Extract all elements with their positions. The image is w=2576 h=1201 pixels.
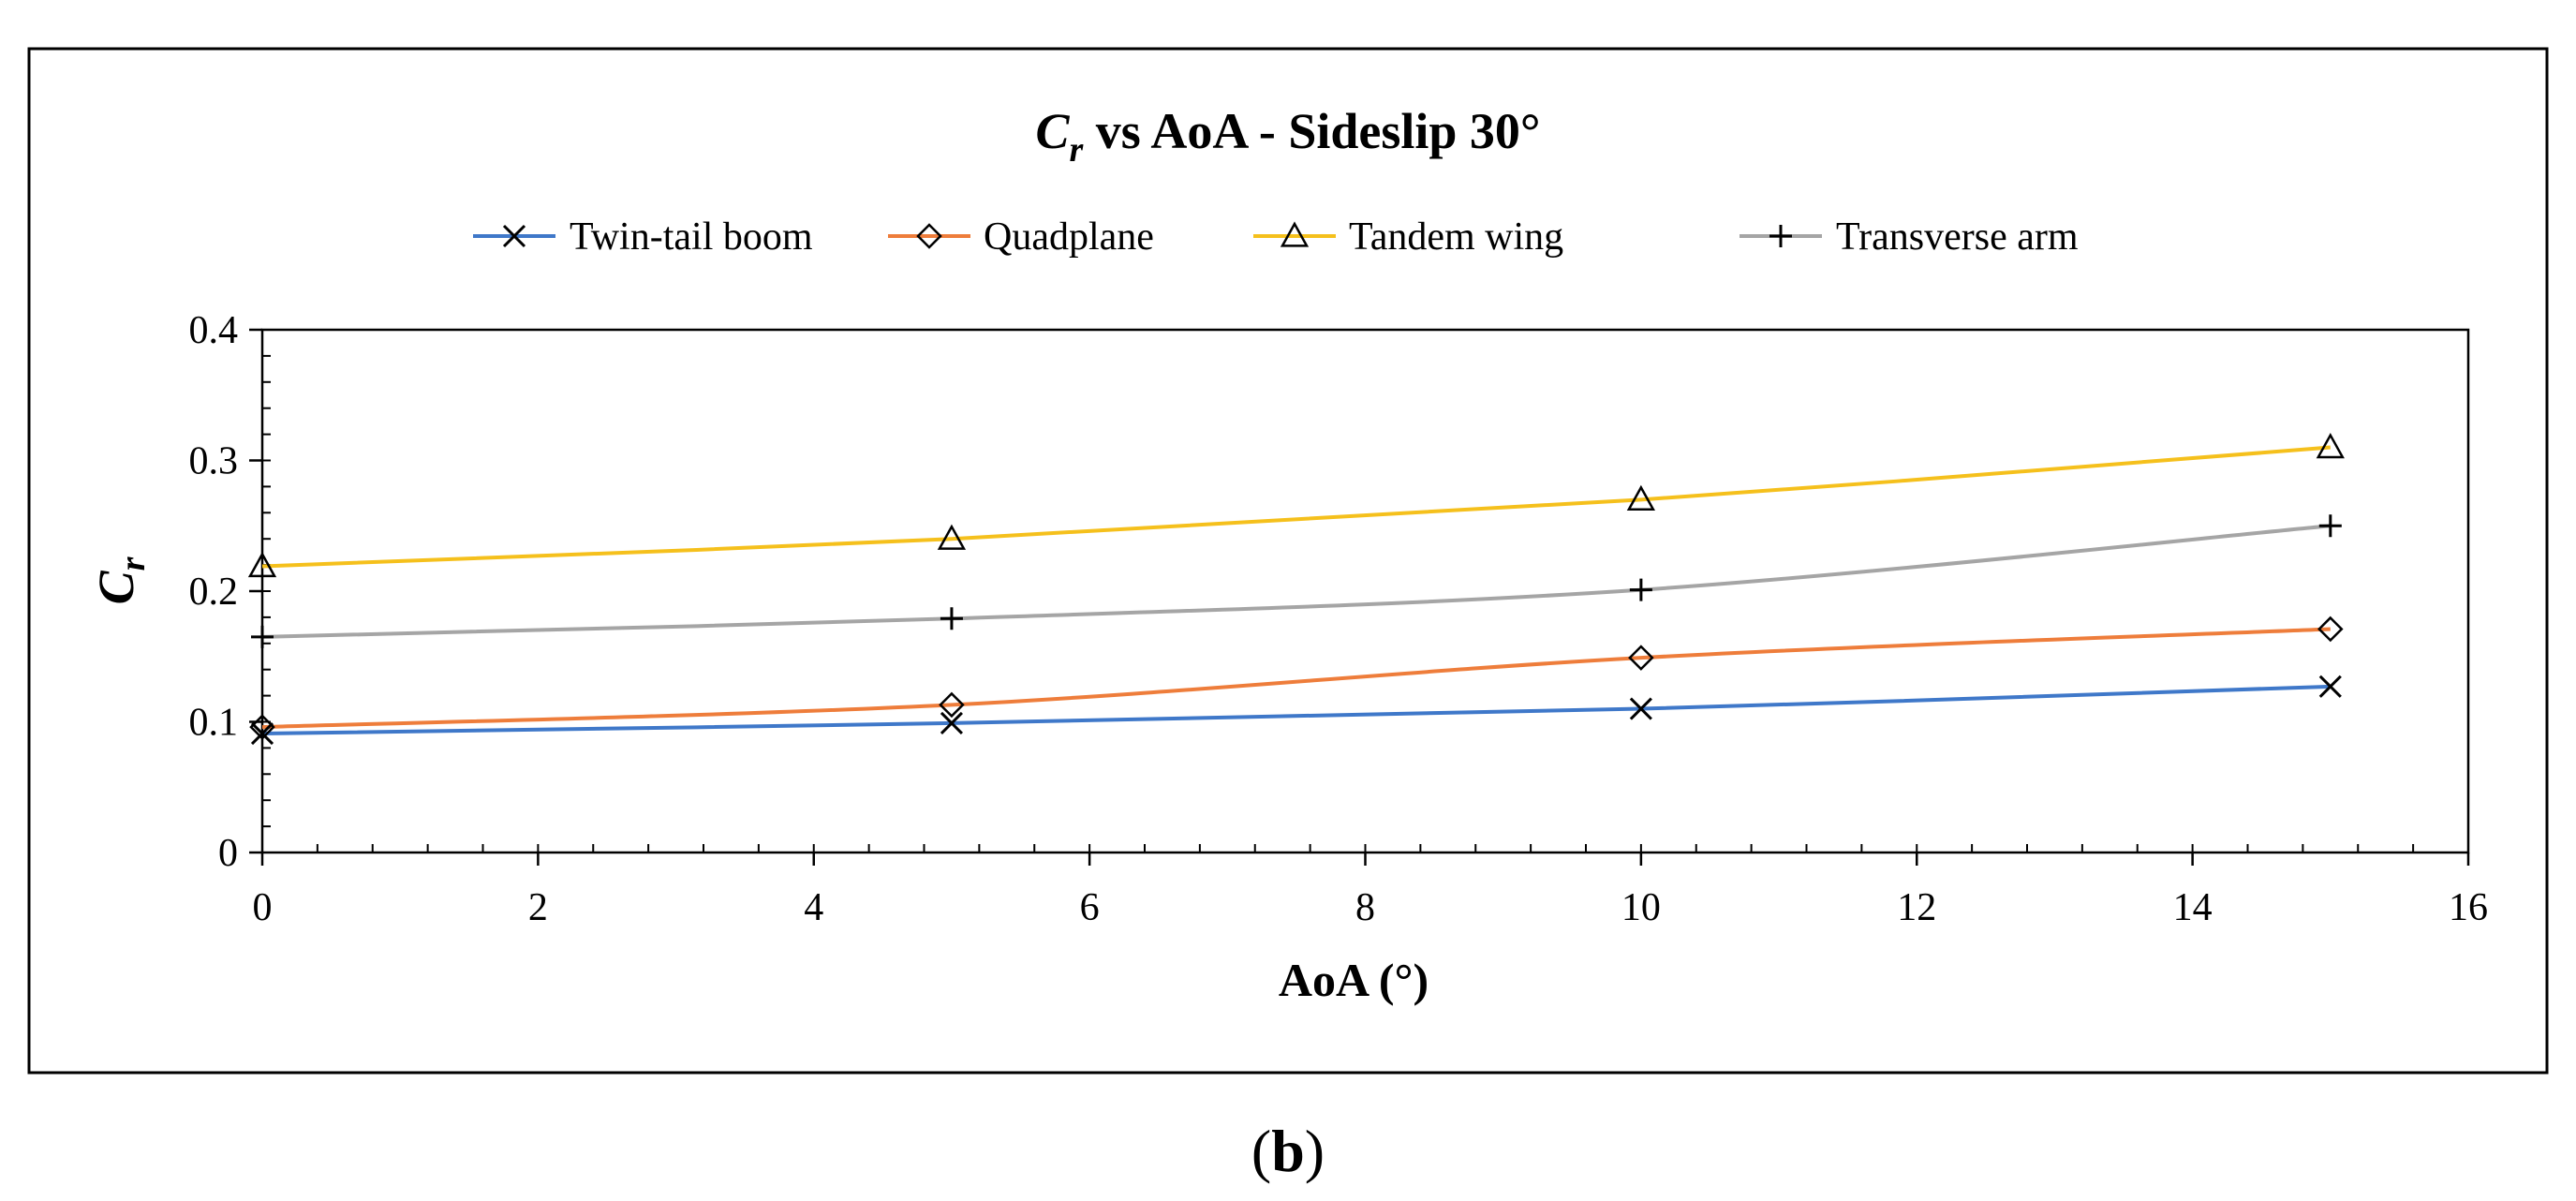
x-tick-label: 8	[1355, 886, 1375, 929]
data-point-transverse-arm	[940, 607, 963, 630]
y-tick-labels: 0 0.1 0.2 0.3 0.4	[189, 309, 239, 875]
y-tick-label: 0	[218, 832, 238, 875]
caption-close: )	[1305, 1118, 1325, 1184]
legend-marker-quadplane	[916, 223, 942, 249]
data-point-tandem-wing	[2316, 432, 2345, 459]
series-line-transverse-arm	[261, 524, 2331, 639]
data-point-quadplane	[1628, 645, 1654, 671]
chart-title: Cr vs AoA - Sideslip 30°	[1035, 103, 1540, 170]
x-tick-label: 10	[1621, 886, 1661, 929]
y-axis-label-main: C	[88, 570, 144, 604]
y-tick-label: 0.3	[189, 440, 239, 483]
plot-area: 0 2 4 6 8 10 12 14 16 0 0.1 0.2 0.3 0.4	[189, 309, 2489, 929]
chart-legend: Twin-tail boom Quadplane Tandem wing Transv…	[473, 215, 2079, 259]
data-point-transverse-arm	[251, 625, 274, 648]
legend-label-tandem-wing: Tandem wing	[1349, 215, 1563, 259]
data-point-twin-tail-boom	[2318, 675, 2342, 698]
data-point-twin-tail-boom	[250, 721, 274, 746]
legend-label-quadplane: Quadplane	[984, 215, 1154, 259]
x-tick-label: 2	[528, 886, 548, 929]
x-tick-label: 14	[2173, 886, 2213, 929]
y-tick-label: 0.2	[189, 571, 239, 614]
y-axis-label-sub: r	[113, 556, 153, 571]
data-point-tandem-wing	[247, 551, 277, 578]
series-markers	[247, 432, 2345, 746]
x-tick-label: 4	[804, 886, 823, 929]
caption-open: (	[1251, 1118, 1271, 1184]
chart-title-rest: vs AoA - Sideslip 30°	[1083, 103, 1540, 159]
minor-ticks	[261, 329, 2469, 853]
data-point-tandem-wing	[937, 524, 967, 550]
legend-marker-tandem-wing	[1280, 221, 1310, 247]
series-line-quadplane	[261, 627, 2331, 730]
series-line-twin-tail-boom	[261, 684, 2331, 736]
major-ticks	[249, 328, 2470, 866]
data-point-quadplane	[249, 714, 275, 740]
data-point-transverse-arm	[1629, 578, 1652, 601]
x-tick-label: 16	[2449, 886, 2488, 929]
chart-title-sub: r	[1070, 130, 1085, 170]
data-point-quadplane	[2317, 615, 2344, 643]
y-tick-label: 0.1	[189, 702, 239, 745]
series-line-tandem-wing	[261, 445, 2331, 569]
figure-caption: (b)	[1251, 1118, 1325, 1184]
x-tick-label: 0	[253, 886, 273, 929]
data-point-transverse-arm	[2318, 514, 2342, 538]
data-point-twin-tail-boom	[1629, 697, 1652, 720]
x-tick-label: 12	[1897, 886, 1936, 929]
x-tick-label: 6	[1080, 886, 1100, 929]
data-point-quadplane	[939, 691, 965, 719]
series-lines	[261, 445, 2331, 736]
x-tick-labels: 0 2 4 6 8 10 12 14 16	[253, 886, 2489, 929]
data-point-twin-tail-boom	[940, 711, 964, 734]
y-tick-label: 0.4	[189, 309, 239, 352]
y-axis-label: Cr	[88, 556, 153, 604]
legend-label-twin-tail-boom: Twin-tail boom	[570, 215, 813, 259]
legend-marker-transverse-arm	[1769, 225, 1792, 247]
x-axis-label: AoA (°)	[1279, 954, 1429, 1006]
chart-title-main: C	[1035, 103, 1070, 159]
legend-label-transverse-arm: Transverse arm	[1836, 215, 2079, 259]
caption-letter: b	[1271, 1118, 1305, 1184]
data-point-tandem-wing	[1626, 484, 1656, 511]
legend-marker-twin-tail-boom	[502, 224, 526, 248]
